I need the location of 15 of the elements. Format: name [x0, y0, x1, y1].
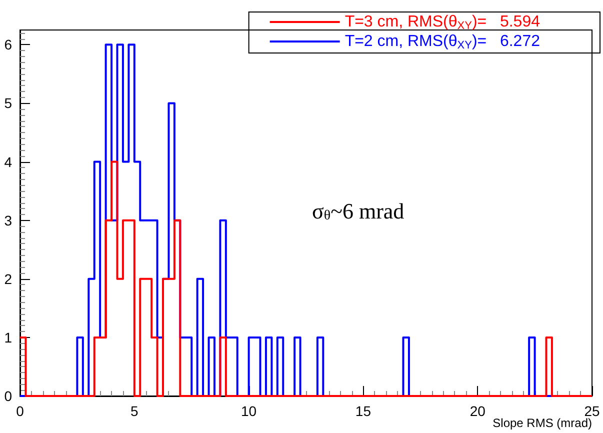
- y-tick-label: 0: [4, 388, 12, 404]
- y-tick-label: 1: [4, 329, 12, 346]
- x-tick-label: 25: [584, 403, 600, 419]
- x-tick-label: 0: [16, 403, 24, 419]
- y-tick-label: 4: [4, 154, 12, 170]
- x-tick-label: 15: [355, 403, 372, 419]
- annotation: σθ~6 mrad: [312, 198, 404, 224]
- x-tick-label: 10: [241, 403, 257, 419]
- x-axis-title: Slope RMS (mrad): [492, 416, 592, 430]
- x-tick-label: 5: [130, 403, 138, 419]
- y-tick-label: 3: [4, 212, 12, 228]
- y-tick-label: 2: [4, 270, 12, 287]
- x-tick-label: 20: [470, 403, 486, 419]
- y-tick-label: 6: [4, 36, 12, 53]
- y-tick-label: 5: [4, 95, 12, 112]
